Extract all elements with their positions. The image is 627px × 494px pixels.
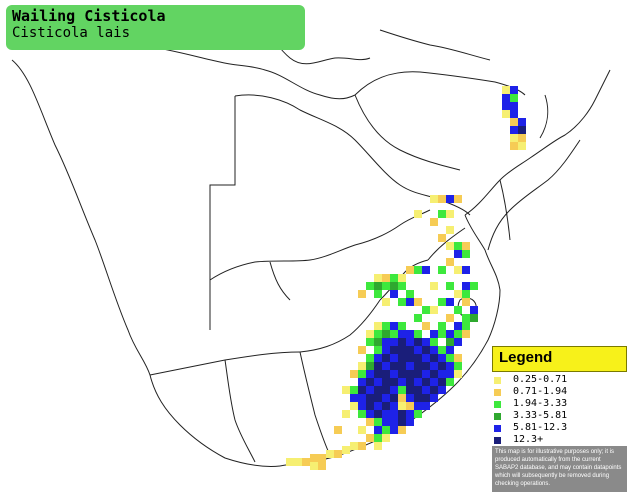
legend-label: 5.81-12.3 xyxy=(513,422,568,433)
legend-swatch xyxy=(494,389,501,396)
northern-strip xyxy=(502,86,526,150)
legend-header: Legend xyxy=(492,346,627,372)
legend-swatch xyxy=(494,413,501,420)
legend-label: 3.33-5.81 xyxy=(513,410,568,421)
legend-disclaimer: This map is for illustrative purposes on… xyxy=(492,446,627,492)
north-east-cluster xyxy=(406,195,470,274)
legend-item: 12.3+ xyxy=(494,434,624,447)
legend-swatch xyxy=(494,401,501,408)
legend-heading: Legend xyxy=(499,349,553,366)
eastern-core xyxy=(334,330,470,450)
legend-swatch xyxy=(494,437,501,444)
legend-item: 0.71-1.94 xyxy=(494,386,624,399)
legend-label: 0.25-0.71 xyxy=(513,374,568,385)
legend-swatch xyxy=(494,425,501,432)
distribution-grid xyxy=(286,86,526,470)
country-borders xyxy=(11,19,611,467)
legend-swatch xyxy=(494,377,501,384)
legend-item: 3.33-5.81 xyxy=(494,410,624,423)
common-name: Wailing Cisticola xyxy=(12,7,166,25)
south-coast xyxy=(286,446,350,470)
legend-item: 5.81-12.3 xyxy=(494,422,624,435)
legend-label: 1.94-3.33 xyxy=(513,398,568,409)
legend-panel: Legend 0.25-0.71 0.71-1.94 1.94-3.33 3.3… xyxy=(492,346,627,492)
species-title-box: Wailing Cisticola Cisticola lais xyxy=(6,5,305,50)
highveld-band xyxy=(358,274,478,330)
legend-item: 0.25-0.71 xyxy=(494,374,624,387)
legend-item: 1.94-3.33 xyxy=(494,398,624,411)
legend-label: 12.3+ xyxy=(513,434,544,445)
scientific-name: Cisticola lais xyxy=(12,25,131,41)
legend-label: 0.71-1.94 xyxy=(513,386,568,397)
